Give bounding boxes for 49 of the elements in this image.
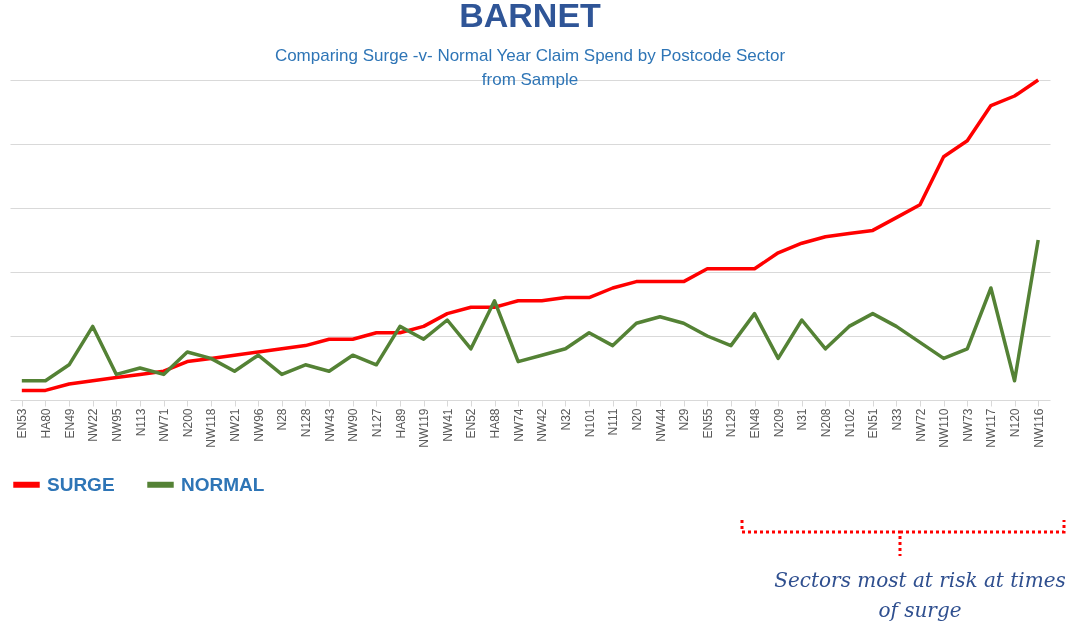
- x-tick-label: NW44: [653, 408, 668, 442]
- chart-title: BARNET: [459, 0, 602, 34]
- x-tick-label: N209: [771, 408, 786, 438]
- x-tick-label: HA88: [488, 408, 503, 439]
- x-tick-label: NW90: [346, 408, 361, 442]
- x-tick-label: NW73: [960, 408, 975, 442]
- x-tick-label: EN49: [62, 408, 77, 439]
- x-tick-label: N129: [724, 408, 739, 438]
- x-tick-label: NW71: [157, 408, 172, 442]
- x-tick-label: NW119: [417, 408, 432, 448]
- x-tick-label: NW43: [322, 408, 337, 442]
- x-tick-label: N208: [818, 408, 833, 438]
- x-tick-label: NW21: [228, 408, 243, 442]
- chart-subtitle: Comparing Surge -v- Normal Year Claim Spend by Postcode Sector from Sample: [274, 46, 786, 89]
- x-tick-label: NW117: [984, 408, 999, 448]
- x-tick-label: N102: [842, 408, 857, 438]
- x-tick-label: N120: [1008, 408, 1023, 438]
- x-tick-label: N111: [606, 408, 621, 436]
- x-tick-label: HA80: [38, 408, 53, 439]
- x-tick-label: EN53: [15, 408, 30, 439]
- x-tick-label: EN51: [866, 408, 881, 439]
- legend-label: SURGE: [47, 473, 115, 495]
- text: Sectors most at risk at times of surge: [773, 567, 1067, 624]
- x-tick-label: NW118: [204, 408, 219, 448]
- x-tick-label: NW42: [535, 408, 550, 442]
- x-tick-label: NW72: [913, 408, 928, 442]
- x-tick-label: HA89: [393, 408, 408, 439]
- x-tick-label: N113: [133, 408, 148, 437]
- x-tick-label: N20: [629, 408, 644, 431]
- x-tick-label: EN52: [464, 408, 479, 439]
- x-tick-label: N33: [889, 408, 904, 431]
- x-tick-label: NW95: [109, 408, 124, 442]
- legend-label: NORMAL: [181, 473, 265, 495]
- x-tick-label: N28: [275, 408, 290, 431]
- x-tick-label: N32: [558, 408, 573, 431]
- x-tick-label: N29: [677, 408, 692, 431]
- x-tick-label: N127: [369, 408, 384, 438]
- x-tick-label: NW116: [1031, 408, 1046, 448]
- x-tick-label: NW22: [86, 408, 101, 442]
- x-tick-label: EN55: [700, 408, 715, 439]
- x-tick-label: N101: [582, 408, 597, 438]
- x-tick-label: NW96: [251, 408, 266, 442]
- x-tick-label: EN48: [748, 408, 763, 439]
- x-tick-label: NW110: [937, 408, 952, 448]
- x-tick-label: NW41: [440, 408, 455, 442]
- x-tick-label: N31: [795, 408, 810, 431]
- x-tick-label: NW74: [511, 408, 526, 442]
- x-tick-label: N200: [180, 408, 195, 438]
- x-tick-label: N128: [298, 408, 313, 438]
